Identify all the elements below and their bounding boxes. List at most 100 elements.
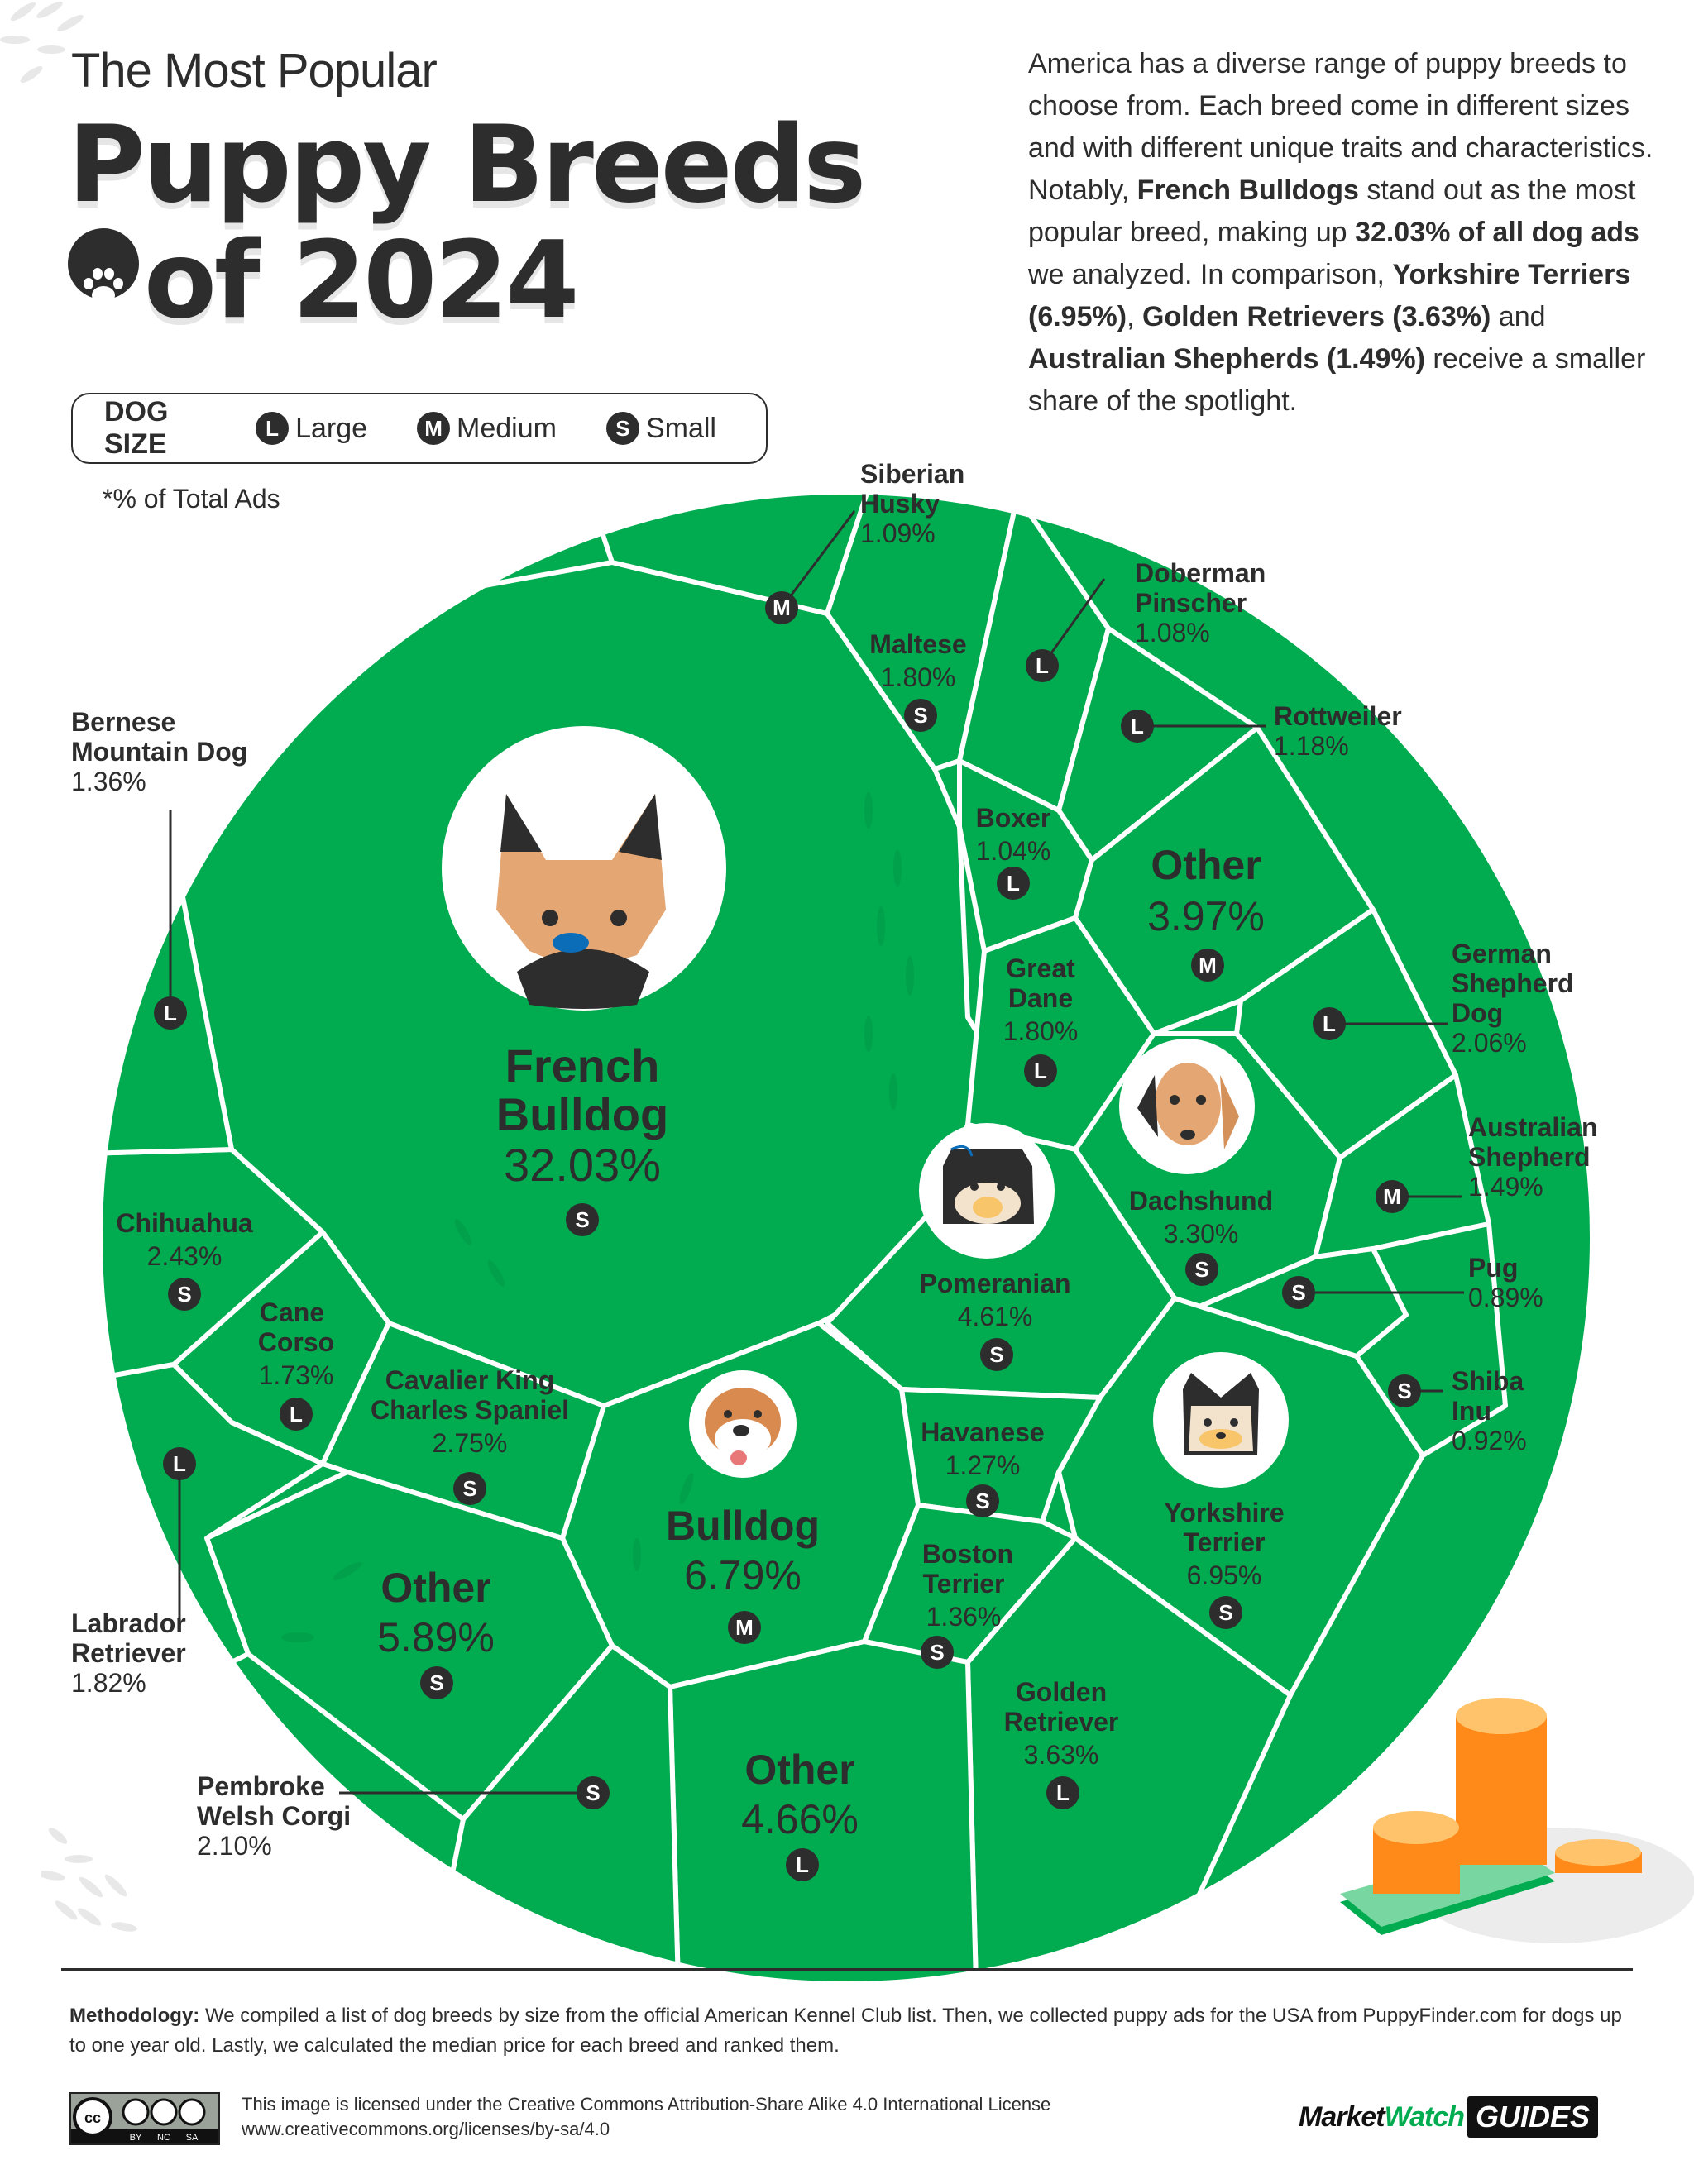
- other-small-name: Other: [380, 1565, 490, 1611]
- svg-text:L: L: [290, 1402, 303, 1427]
- legend-item-medium: M Medium: [417, 412, 557, 445]
- title-line-2-text: of 2024: [144, 219, 579, 342]
- badge-dachshund: S: [1185, 1253, 1218, 1286]
- badge-havanese: S: [966, 1484, 999, 1517]
- paw-icon: [68, 228, 139, 304]
- label-pug: Pug 0.89%: [1468, 1253, 1543, 1312]
- badge-great-dane: L: [1024, 1054, 1057, 1087]
- boston-name2: Terrier: [922, 1569, 1004, 1599]
- french-bulldog-name1: French: [505, 1039, 660, 1092]
- badge-other-medium: M: [1191, 949, 1224, 982]
- great-dane-pct: 1.80%: [1003, 1016, 1079, 1046]
- badge-french-bulldog: S: [566, 1203, 599, 1236]
- other-medium-pct: 3.97%: [1147, 893, 1265, 939]
- svg-text:S: S: [1291, 1280, 1305, 1305]
- dachshund-name: Dachshund: [1129, 1186, 1273, 1216]
- badge-cavalier: S: [453, 1472, 486, 1505]
- bulldog-icon: [705, 1388, 781, 1465]
- svg-text:L: L: [173, 1451, 186, 1476]
- license-link[interactable]: www.creativecommons.org/licenses/by-sa/4…: [242, 2119, 610, 2139]
- golden-name1: Golden: [1016, 1677, 1107, 1707]
- boxer-name: Boxer: [976, 803, 1051, 833]
- yorkshire-icon: [1183, 1373, 1259, 1455]
- french-bulldog-icon: [496, 794, 666, 1009]
- svg-text:L: L: [1056, 1780, 1070, 1805]
- cavalier-name2: Charles Spaniel: [371, 1395, 569, 1425]
- svg-text:L: L: [1034, 1059, 1047, 1083]
- yorkshire-name2: Terrier: [1183, 1527, 1265, 1557]
- badge-corgi: S: [577, 1776, 610, 1809]
- havanese-name: Havanese: [921, 1417, 1044, 1447]
- badge-boston: S: [921, 1636, 954, 1669]
- marketwatch-guides-logo[interactable]: Market Watch GUIDES: [1299, 2096, 1599, 2138]
- svg-text:M: M: [735, 1615, 754, 1640]
- money-illustration: [1340, 1698, 1694, 1943]
- cane-corso-name1: Cane: [260, 1297, 324, 1327]
- cane-corso-pct: 1.73%: [259, 1360, 334, 1390]
- svg-text:S: S: [462, 1476, 476, 1501]
- pomeranian-pct: 4.61%: [958, 1302, 1033, 1331]
- pomeranian-icon: [943, 1145, 1034, 1224]
- label-rottweiler: Rottweiler 1.18%: [1274, 701, 1402, 761]
- svg-text:BY: BY: [130, 2133, 142, 2143]
- svg-text:L: L: [1131, 714, 1144, 738]
- maltese-pct: 1.80%: [881, 662, 956, 692]
- decorative-strokes-bottom: [41, 1828, 137, 1932]
- svg-text:cc: cc: [84, 2110, 101, 2126]
- legend-title: DOG SIZE: [104, 396, 169, 460]
- svg-text:S: S: [575, 1207, 589, 1232]
- golden-pct: 3.63%: [1024, 1740, 1099, 1770]
- svg-text:NC: NC: [157, 2133, 170, 2143]
- unit-note: *% of Total Ads: [103, 484, 280, 514]
- cc-license-badge[interactable]: cc BY NC SA: [69, 2092, 220, 2145]
- golden-name2: Retriever: [1004, 1707, 1119, 1737]
- label-bernese: Bernese Mountain Dog 1.36%: [71, 707, 248, 796]
- other-large-name: Other: [744, 1747, 854, 1793]
- label-doberman: Doberman Pinscher 1.08%: [1135, 558, 1266, 648]
- label-corgi: Pembroke Welsh Corgi 2.10%: [197, 1771, 352, 1861]
- other-large-pct: 4.66%: [741, 1796, 859, 1842]
- chihuahua-name: Chihuahua: [116, 1208, 253, 1238]
- badge-yorkshire: S: [1209, 1596, 1242, 1629]
- small-badge-icon: S: [605, 412, 639, 445]
- svg-text:S: S: [1194, 1257, 1208, 1282]
- boxer-pct: 1.04%: [976, 836, 1051, 866]
- dachshund-pct: 3.30%: [1164, 1219, 1239, 1249]
- title-line-2: of 2024: [68, 223, 864, 339]
- badge-bernese: L: [154, 996, 187, 1030]
- label-labrador: Labrador Retriever 1.82%: [71, 1608, 186, 1698]
- boston-pct: 1.36%: [926, 1602, 1002, 1632]
- badge-boxer: L: [997, 867, 1030, 900]
- large-badge-icon: L: [256, 412, 290, 445]
- other-medium-name: Other: [1151, 842, 1261, 888]
- badge-pomeranian: S: [980, 1338, 1013, 1371]
- footer-divider: [61, 1968, 1633, 1971]
- havanese-pct: 1.27%: [945, 1450, 1021, 1480]
- methodology: Methodology: We compiled a list of dog b…: [69, 2005, 1622, 2057]
- intro-paragraph: America has a diverse range of puppy bre…: [1028, 48, 1653, 417]
- medium-badge-icon: M: [417, 412, 451, 445]
- badge-pug: S: [1282, 1276, 1315, 1309]
- cavalier-name1: Cavalier King: [385, 1365, 555, 1395]
- portraits: [442, 726, 1289, 1488]
- badge-shiba: S: [1388, 1374, 1421, 1407]
- size-badges: S M S L L L M L L S M S S S S S S L M L …: [154, 591, 1421, 1881]
- svg-text:S: S: [913, 703, 927, 728]
- cell-labels: French Bulldog 32.03% Maltese 1.80% Boxe…: [116, 629, 1284, 1842]
- boston-name1: Boston: [922, 1539, 1013, 1569]
- page-title: Puppy Breeds of 2024: [68, 108, 866, 339]
- svg-text:M: M: [1383, 1184, 1401, 1209]
- pomeranian-name: Pomeranian: [919, 1269, 1070, 1298]
- badge-doberman: L: [1026, 649, 1059, 682]
- svg-text:S: S: [989, 1342, 1003, 1367]
- great-dane-name1: Great: [1006, 953, 1075, 983]
- label-australian-shepherd: Australian Shepherd 1.49%: [1468, 1112, 1598, 1202]
- other-small-pct: 5.89%: [377, 1614, 495, 1661]
- svg-text:L: L: [164, 1001, 177, 1025]
- french-bulldog-name2: Bulldog: [496, 1088, 668, 1140]
- french-bulldog-pct: 32.03%: [504, 1139, 661, 1191]
- svg-text:S: S: [177, 1282, 191, 1307]
- legend-item-large: L Large: [256, 412, 367, 445]
- legend-item-small: S Small: [605, 412, 716, 445]
- svg-text:S: S: [429, 1670, 443, 1695]
